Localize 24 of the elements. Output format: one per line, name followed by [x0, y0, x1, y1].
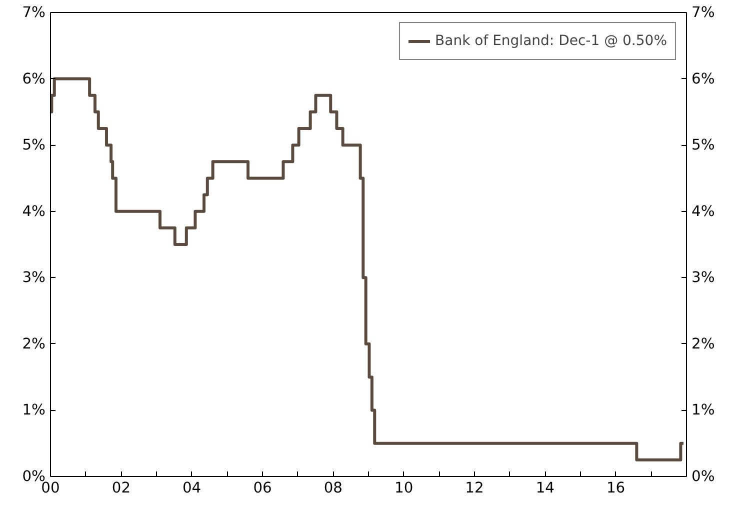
y2-tick-label: 7% [692, 4, 715, 21]
y-tick-label: 7% [22, 4, 46, 21]
y-tick-label: 1% [22, 402, 46, 419]
y-tick-label: 4% [22, 202, 46, 220]
y2-tick-label: 0% [692, 468, 715, 485]
y2-tick-label: 5% [692, 136, 715, 154]
x-tick-label: 14 [536, 480, 555, 496]
y2-tick-label: 3% [692, 269, 715, 286]
x-tick-label: 10 [394, 480, 414, 496]
y2-tick-label: 2% [692, 335, 715, 352]
y-tick-label: 5% [22, 136, 46, 154]
y2-tick-label: 4% [692, 202, 715, 220]
x-tick-label: 02 [112, 480, 131, 496]
x-tick-label: 06 [253, 480, 272, 496]
legend-label: Bank of England: Dec-1 @ 0.50% [435, 33, 667, 49]
y-tick-label: 2% [22, 335, 46, 352]
y-tick-label: 6% [22, 70, 46, 88]
y2-tick-label: 6% [692, 70, 715, 88]
x-tick-label: 08 [324, 480, 342, 496]
y-tick-label: 3% [22, 269, 46, 286]
x-tick-label: 16 [606, 480, 626, 496]
y2-tick-label: 1% [692, 402, 715, 419]
x-tick-label: 12 [465, 480, 484, 496]
x-tick-label: 04 [182, 480, 202, 496]
